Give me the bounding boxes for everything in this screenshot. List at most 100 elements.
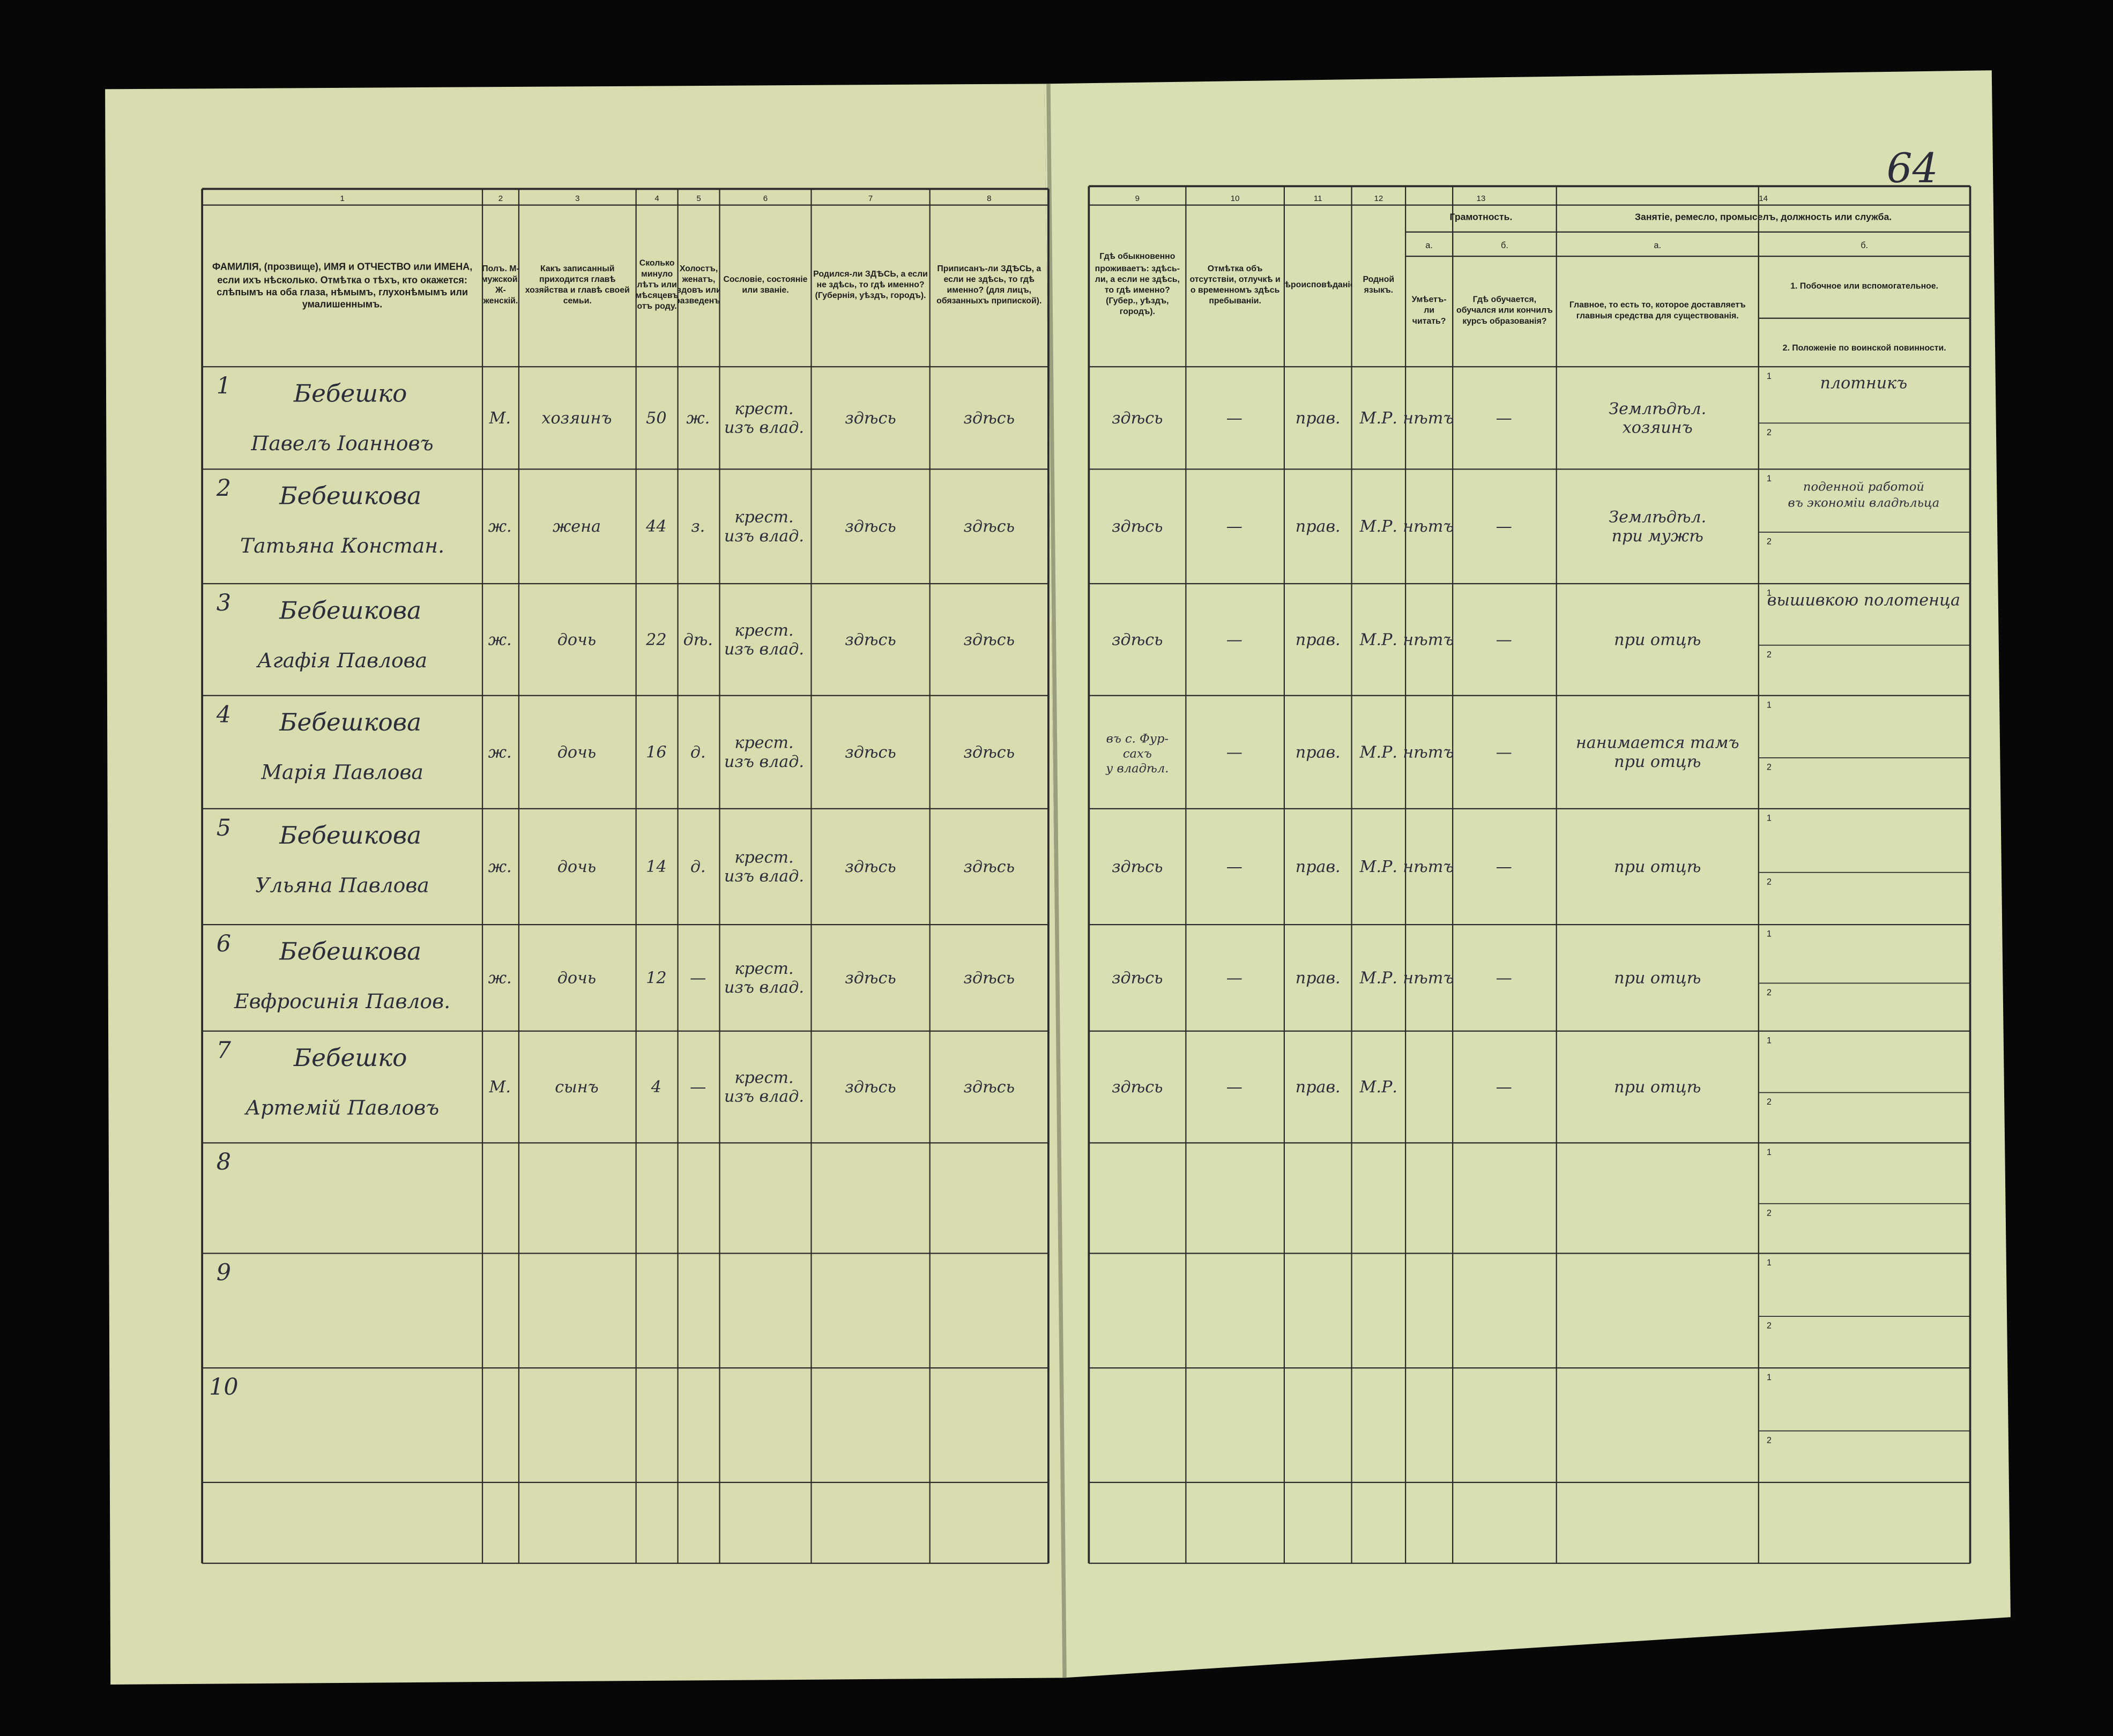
side-occupation: вышивкою полотенца	[1767, 591, 1960, 609]
row-number: 2	[216, 475, 231, 502]
column-heading: Холостъ, женатъ, вдовъ или разведенъ.	[678, 264, 720, 307]
marital: дѣ.	[683, 630, 713, 649]
born: здѣсь	[845, 630, 896, 649]
relation: сынъ	[555, 1078, 598, 1097]
occupation: при мужѣ	[1612, 527, 1703, 546]
marital: д.	[690, 858, 706, 876]
relation: жена	[553, 517, 601, 536]
sub-heading: 2. Положеніе по воинской повинности.	[1782, 344, 1946, 353]
education: —	[1496, 630, 1512, 649]
side-occupation: поденной работой	[1803, 480, 1924, 494]
sub-letter: б.	[1861, 241, 1868, 250]
sub-label: 2	[1767, 1208, 1772, 1218]
column-heading: Гдѣ обыкновенно проживаетъ: здѣсь-ли, а …	[1095, 252, 1180, 318]
column-heading: Какъ записанный приходится главѣ хозяйст…	[525, 264, 630, 306]
absence: —	[1226, 968, 1242, 987]
religion: прав.	[1296, 743, 1341, 762]
sex: ж.	[488, 630, 512, 649]
occupation: Землѣдѣл.	[1609, 508, 1706, 527]
residence: въ с. Фур-	[1106, 732, 1169, 746]
born: здѣсь	[845, 1078, 896, 1097]
column-number: 11	[1314, 194, 1322, 203]
column-number: 9	[1135, 194, 1140, 203]
born: здѣсь	[845, 968, 896, 987]
column-number: 7	[868, 194, 873, 203]
sub-label: 1	[1767, 1035, 1772, 1045]
age: 16	[646, 743, 666, 762]
estate: крест.	[734, 508, 793, 527]
surname: Бебешко	[293, 379, 407, 408]
column-heading: Отмѣтка объ отсутствіи, отлучкѣ и о врем…	[1189, 264, 1281, 307]
sub-heading: 2. Положеніе по воинской повинности.	[1782, 344, 1946, 353]
occupation: хозяинъ	[1623, 418, 1693, 437]
residence: здѣсь	[1112, 517, 1163, 536]
residence: сахъ	[1123, 747, 1152, 761]
column-heading: Полъ. М-мужской. Ж-женскій.	[482, 264, 519, 307]
sub-heading: Главное, то есть то, которое доставляетъ…	[1569, 300, 1746, 321]
column-heading: Родился-ли ЗДѢСЬ, а если не здѣсь, то гд…	[813, 270, 928, 301]
absence: —	[1226, 1078, 1242, 1097]
marital: —	[690, 1078, 706, 1097]
education: —	[1496, 517, 1512, 536]
row-number: 8	[217, 1149, 231, 1176]
marital: ж.	[686, 409, 710, 428]
column-heading: Грамотность.	[1449, 213, 1513, 223]
sub-label: 1	[1767, 1373, 1772, 1382]
column-heading: Отмѣтка объ отсутствіи, отлучкѣ и о врем…	[1189, 264, 1281, 307]
sub-heading: Гдѣ обучается, обучался или кончилъ курс…	[1456, 295, 1553, 327]
row-number: 6	[217, 930, 231, 957]
estate: крест.	[734, 1068, 793, 1087]
estate: изъ влад.	[724, 1087, 804, 1106]
sub-letter: а.	[1425, 241, 1433, 250]
column-number: 4	[654, 194, 659, 203]
column-heading: Вѣроисповѣданіе.	[1284, 280, 1352, 290]
religion: прав.	[1296, 409, 1341, 428]
literate: нѣтъ	[1403, 743, 1454, 762]
column-number: 6	[763, 194, 768, 203]
given-name: Ульяна Павлова	[255, 874, 429, 897]
sex: ж.	[488, 968, 512, 987]
registered: здѣсь	[964, 409, 1015, 428]
estate: изъ влад.	[724, 640, 804, 659]
absence: —	[1226, 517, 1242, 536]
occupation: при отцѣ	[1614, 858, 1701, 876]
language: М.Р.	[1359, 968, 1397, 987]
language: М.Р.	[1359, 743, 1397, 762]
given-name: Татьяна Констан.	[240, 534, 444, 557]
estate: изъ влад.	[724, 527, 804, 546]
sub-heading: Умѣетъ-ли читать?	[1412, 295, 1447, 326]
language: М.Р.	[1359, 858, 1397, 876]
given-name: Марія Павлова	[261, 761, 423, 784]
sub-label: 2	[1767, 988, 1772, 997]
column-number: 12	[1374, 194, 1383, 203]
occupation: при отцѣ	[1614, 1078, 1701, 1097]
spine	[1046, 84, 1067, 1678]
row-number: 4	[216, 702, 231, 728]
relation: дочь	[557, 743, 596, 762]
sex: ж.	[488, 517, 512, 536]
given-name: Павелъ Іоанновъ	[250, 431, 433, 455]
sub-label: 2	[1767, 762, 1772, 772]
surname: Бебешко	[293, 1044, 407, 1072]
sub-heading: Гдѣ обучается, обучался или кончилъ курс…	[1456, 295, 1553, 327]
estate: крест.	[734, 399, 793, 418]
sub-label: 2	[1767, 1435, 1772, 1445]
column-heading: Грамотность.	[1449, 213, 1513, 223]
sub-label: 1	[1767, 1148, 1772, 1157]
sub-label: 2	[1767, 537, 1772, 547]
age: 44	[645, 517, 666, 536]
occupation: нанимается тамъ	[1576, 734, 1739, 752]
sub-label: 1	[1767, 1258, 1772, 1268]
marital: —	[690, 968, 706, 987]
sub-label: 2	[1767, 650, 1772, 659]
residence: у владѣл.	[1105, 762, 1169, 776]
sub-letter: б.	[1501, 241, 1508, 250]
absence: —	[1226, 858, 1242, 876]
column-heading: Родной языкъ.	[1363, 274, 1395, 296]
column-heading: Гдѣ обыкновенно проживаетъ: здѣсь-ли, а …	[1095, 252, 1180, 318]
column-heading: Холостъ, женатъ, вдовъ или разведенъ.	[678, 264, 720, 307]
sex: М.	[488, 1078, 510, 1097]
religion: прав.	[1296, 858, 1341, 876]
column-number: 1	[340, 194, 344, 203]
sub-label: 2	[1767, 1097, 1772, 1107]
